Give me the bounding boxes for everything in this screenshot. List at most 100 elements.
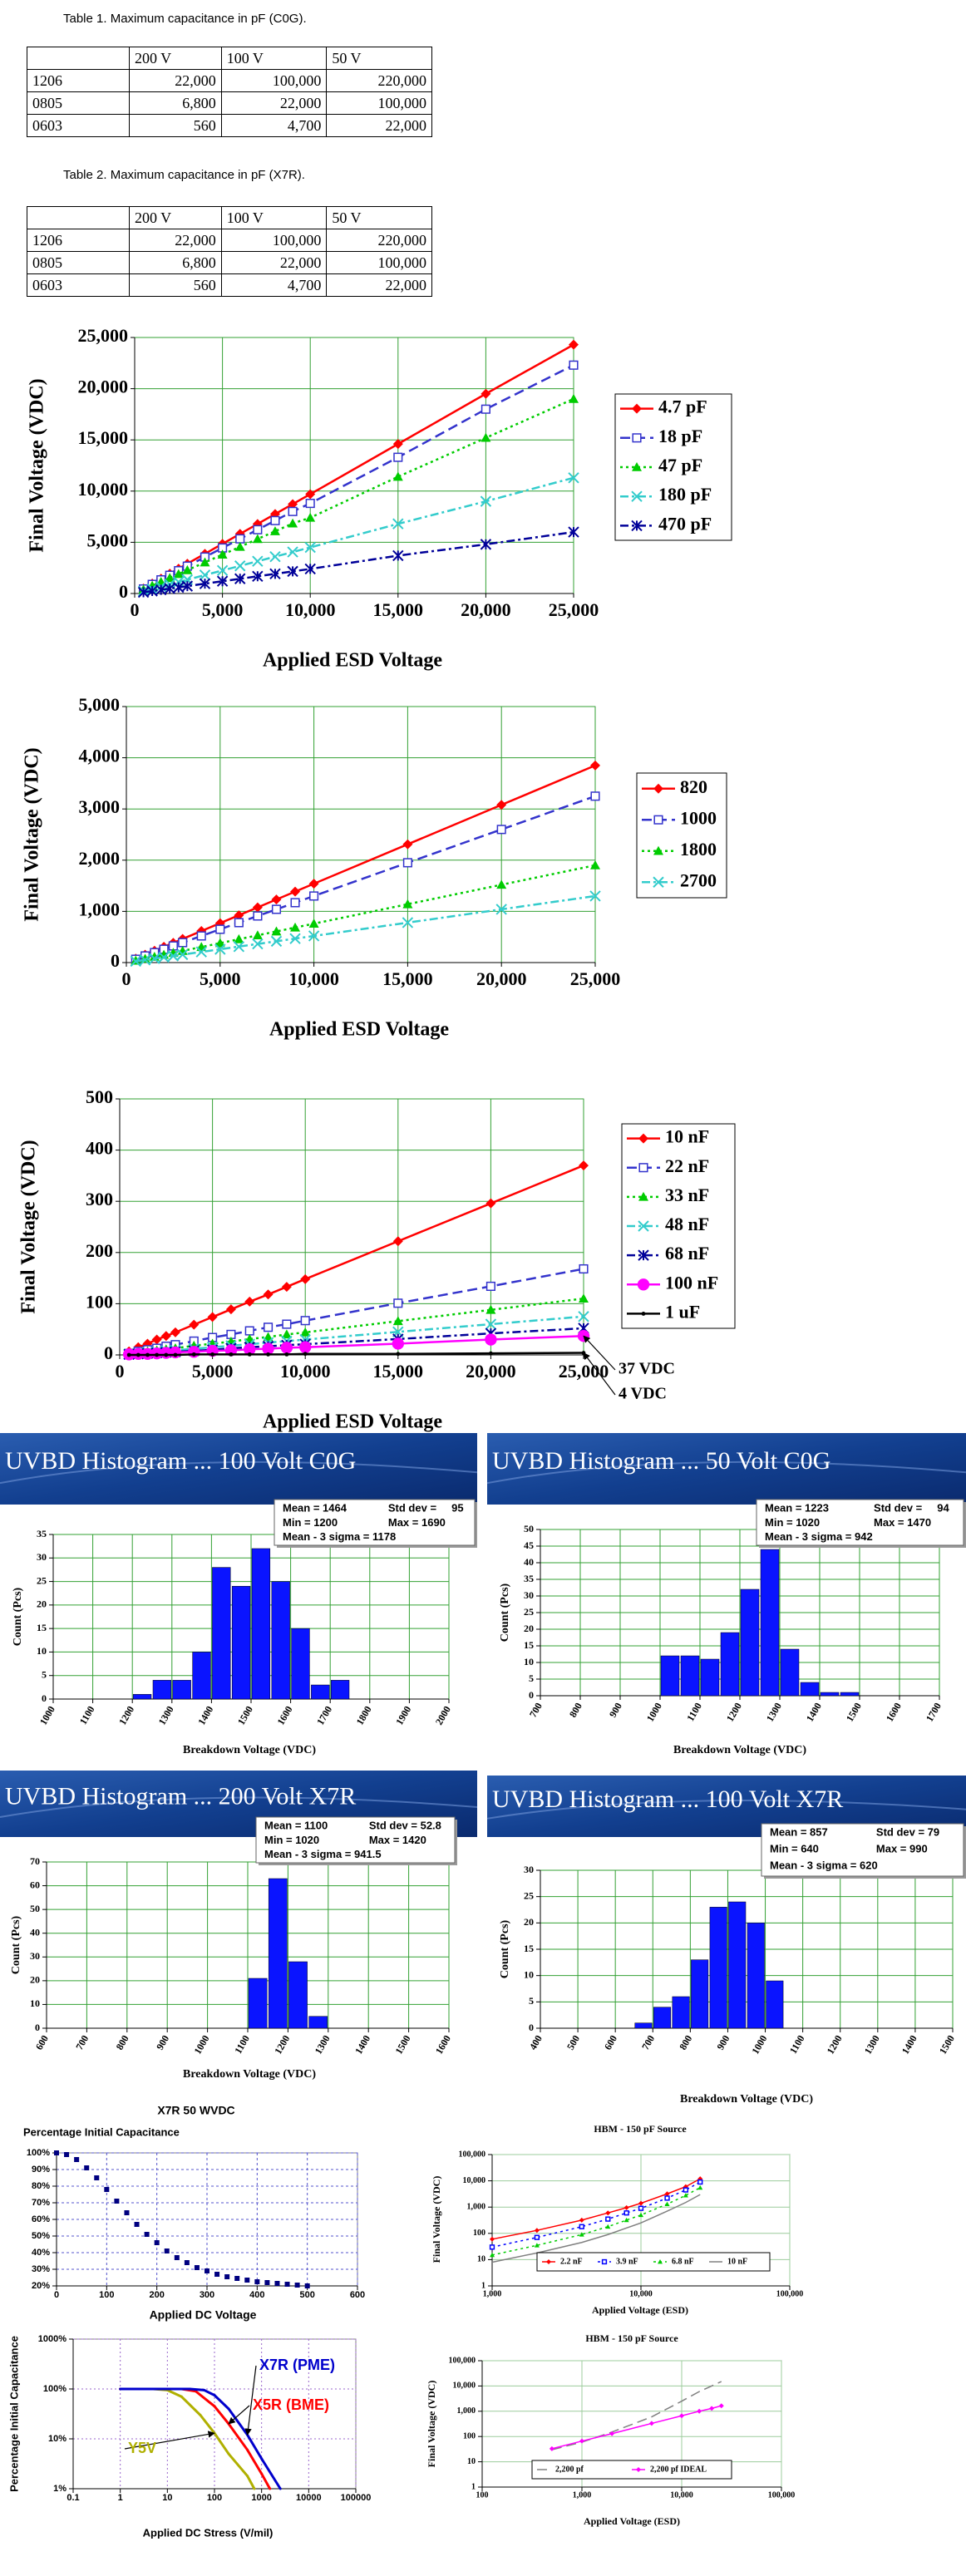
x-tick-label: 1200 [116,1704,136,1727]
cell [27,206,130,229]
x-tick-label: 400 [249,2290,264,2300]
point [124,2210,130,2215]
x-axis-label: Applied ESD Voltage [269,1019,449,1041]
bar [780,1648,800,1697]
x-tick-label: 1500 [937,2033,957,2056]
y-tick-label: 100 [463,2431,476,2441]
point [284,2282,290,2287]
x-tick-label: 1000 [37,1704,57,1727]
marker [481,388,491,399]
chart: 0 100 200 300 400 500 0 5,000 10,000 15,000 20,000… [18,1086,736,1433]
legend-label: 2700 [680,869,717,890]
x-tick-label: 100 [207,2493,222,2503]
y-tick-label: 60% [32,2214,50,2224]
bar [192,1652,211,1700]
bar [691,1959,709,2029]
y-tick-label: 60 [30,1879,40,1890]
chart: 1% 10% 100% 1000% 0.1 1 10 100 1000 10000 100000 Ap… [7,2334,371,2539]
point [224,2274,230,2279]
x-tick-label: 800 [114,2033,131,2052]
y-tick-label: 0 [529,1689,534,1701]
bar [634,2022,653,2029]
annotation-arrow [583,1335,616,1371]
marker [496,879,507,889]
stats-text: Mean - 3 sigma = 941.5 [264,1848,382,1860]
marker [189,1319,200,1330]
marker [164,583,175,594]
y-tick-label: 30 [524,1864,534,1875]
x-tick-label: 100,000 [776,2289,804,2298]
x-tick-label: 1000 [191,2033,211,2056]
y-tick-label: 30% [32,2264,50,2274]
marker [252,555,264,567]
stats-text: Std dev = 95 [388,1501,464,1514]
chart: 0 5,000 10,000 15,000 20,000 25,000 0 5,000 10,0… [27,325,732,672]
x-tick-label: 1600 [433,2033,453,2056]
series-line [491,2194,701,2263]
y-tick-label: 1,000 [457,2406,476,2416]
y-tick-label: 100 [473,2229,485,2238]
x-tick-label: 1100 [684,1701,704,1723]
cell: 0603 [27,273,130,297]
marker [155,1352,160,1357]
x-tick-label: 0 [131,599,140,620]
marker [178,938,188,948]
x-tick-label: 300 [200,2290,214,2300]
stats-box [761,1823,964,1877]
plot-area [126,706,596,963]
cell: 1206 [27,69,130,92]
x-axis-label: Applied ESD Voltage [263,650,442,672]
legend-label: 180 pF [658,484,712,505]
x-tick-label: 10 [162,2493,172,2503]
y-tick-label: 5 [529,1672,534,1684]
marker [151,1334,162,1345]
marker [214,943,226,955]
table: 200 V 100 V 50 V 1206 22,000 100,000 220,000 … [27,206,432,297]
y-tick-label: 4,000 [79,746,121,766]
y-tick-label: 100 [86,1291,113,1312]
marker [638,2205,644,2211]
cell: 100,000 [326,91,432,115]
stats-text: Max = 990 [876,1842,928,1854]
y-axis-label: Count (Pcs) [499,1583,511,1642]
x-tick-label: 25,000 [549,599,599,620]
x-axis-label: Applied Voltage (ESD) [584,2515,680,2527]
marker [579,2232,584,2237]
banner-title: UVBD Histogram ... 100 Volt C0G [5,1447,356,1475]
bar [700,1658,720,1697]
marker [569,393,579,403]
marker [631,520,643,532]
x-tick-label: 1500 [392,2033,412,2056]
annotation-arrow [228,2405,250,2425]
cell: 6,800 [129,251,222,274]
marker [534,2228,540,2234]
marker [402,899,413,909]
marker [589,890,601,902]
annotation: Y5V [128,2440,156,2456]
marker [270,515,280,525]
marker [481,404,490,414]
marker [495,904,507,915]
series-line [135,795,596,961]
marker [305,499,315,509]
marker [253,525,263,534]
marker [392,471,403,481]
marker [260,2457,264,2460]
marker [244,1296,255,1307]
marker [225,1304,236,1315]
bar [760,1549,780,1697]
y-tick-label: 20 [30,1974,40,1986]
x-tick-label: 100,000 [768,2490,796,2500]
x-tick-label: 600 [33,2033,51,2052]
marker [213,2405,216,2408]
y-tick-label: 10% [48,2434,67,2444]
cell: 220,000 [326,69,432,92]
marker [392,518,404,529]
x-tick-label: 1400 [899,2033,919,2056]
chart: UVBD Histogram ... 100 Volt X7R 0 5 10 15 20 2… [486,1776,966,2106]
marker [653,815,663,825]
marker [392,1316,403,1326]
cell: 200 V [129,47,222,70]
chart: UVBD Histogram ... 200 Volt X7R 0 10 20 30 40… [0,1771,478,2081]
